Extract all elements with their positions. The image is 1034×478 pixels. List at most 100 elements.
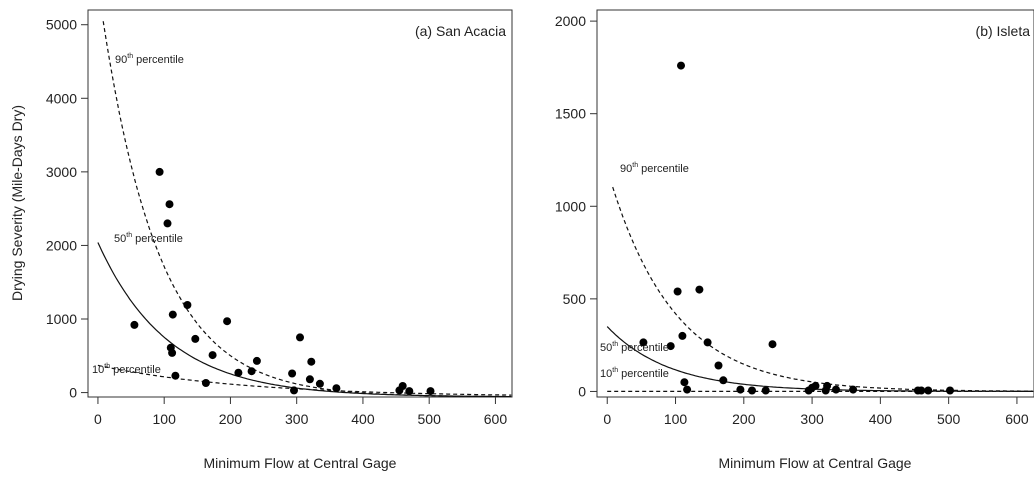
- y-tick-label: 0: [69, 385, 77, 401]
- x-tick-label: 300: [285, 411, 309, 427]
- x-tick-label: 500: [937, 411, 961, 427]
- data-point: [683, 385, 692, 394]
- data-point: [677, 61, 685, 70]
- data-point: [315, 379, 324, 388]
- data-point: [678, 331, 687, 340]
- x-tick-label: 0: [94, 411, 102, 427]
- y-tick-label: 2000: [555, 13, 586, 29]
- data-point: [695, 285, 704, 294]
- data-point: [736, 385, 745, 394]
- plot-frame: [596, 9, 1034, 398]
- x-tick-label: 600: [484, 411, 508, 427]
- data-point: [832, 385, 840, 394]
- data-point: [946, 386, 954, 395]
- data-point: [924, 386, 933, 395]
- curve-label: 10th percentile: [92, 363, 161, 376]
- x-tick-label: 300: [800, 411, 824, 427]
- x-axis-label: Minimum Flow at Central Gage: [719, 455, 912, 471]
- data-point: [748, 386, 756, 395]
- plot-frame: [87, 9, 513, 398]
- curve-label: 90th percentile: [115, 53, 184, 66]
- curve-label: 50th percentile: [600, 341, 669, 354]
- data-point: [234, 368, 243, 377]
- data-point: [768, 340, 777, 349]
- data-point: [823, 381, 832, 390]
- y-axis-ticks: 0 500 1000 1500 2000: [555, 13, 597, 399]
- data-point: [811, 381, 820, 390]
- data-point: [849, 385, 858, 394]
- panel-label: (b) Isleta: [976, 23, 1031, 39]
- y-tick-label: 1000: [46, 311, 77, 327]
- x-tick-label: 400: [351, 411, 375, 427]
- data-point: [165, 200, 174, 209]
- data-point: [666, 342, 675, 351]
- curve-label: 50th percentile: [114, 232, 183, 245]
- data-point: [171, 371, 180, 380]
- data-point: [673, 287, 682, 296]
- data-point: [296, 333, 304, 342]
- data-point: [208, 351, 217, 360]
- data-point: [168, 310, 177, 319]
- data-point: [252, 356, 261, 365]
- curve-labels: 90th percentile 50th percentile 10th perce…: [92, 53, 184, 376]
- curve-label: 90th percentile: [620, 162, 689, 175]
- y-tick-label: 4000: [46, 90, 77, 106]
- data-point: [130, 320, 139, 329]
- data-point: [917, 386, 926, 395]
- data-point: [163, 219, 172, 228]
- data-point: [201, 379, 210, 387]
- data-point: [398, 382, 407, 390]
- x-axis-label: Minimum Flow at Central Gage: [204, 455, 397, 471]
- data-point: [703, 338, 712, 347]
- percentile-curve: [612, 186, 1033, 392]
- data-point: [719, 376, 728, 385]
- y-tick-label: 1000: [555, 198, 586, 214]
- data-point: [761, 386, 770, 395]
- y-tick-label: 5000: [46, 17, 77, 33]
- data-point: [714, 361, 723, 370]
- data-point: [332, 384, 341, 393]
- data-point: [680, 378, 689, 387]
- percentile-curve: [97, 242, 512, 397]
- data-point: [288, 369, 297, 378]
- panel-isleta: 0 100 200 300 400 500 600 0 500 1000 1500 2000 90t…: [555, 9, 1034, 471]
- percentile-curves: [606, 186, 1034, 392]
- y-tick-label: 1500: [555, 106, 586, 122]
- percentile-curves: [97, 21, 512, 397]
- data-point: [639, 338, 648, 347]
- x-tick-label: 0: [603, 411, 611, 427]
- x-tick-label: 400: [869, 411, 893, 427]
- data-point: [168, 348, 177, 357]
- data-point: [305, 375, 314, 384]
- data-point: [223, 317, 232, 326]
- data-point: [307, 357, 316, 366]
- data-point: [290, 386, 298, 395]
- y-axis-ticks: 0 1000 2000 3000 4000 5000: [46, 17, 88, 401]
- x-tick-label: 600: [1005, 411, 1029, 427]
- data-points: [130, 167, 435, 396]
- x-tick-label: 100: [153, 411, 177, 427]
- x-tick-label: 200: [732, 411, 756, 427]
- data-points: [639, 61, 954, 395]
- data-point: [155, 167, 164, 176]
- percentile-curve: [606, 326, 1034, 392]
- x-tick-label: 100: [664, 411, 688, 427]
- curve-labels: 90th percentile 50th percentile 10th perce…: [600, 162, 689, 380]
- x-tick-label: 500: [418, 411, 442, 427]
- data-point: [426, 387, 435, 396]
- y-tick-label: 2000: [46, 237, 77, 253]
- x-axis-ticks: 0 100 200 300 400 500 600: [603, 397, 1029, 427]
- percentile-curve: [97, 364, 512, 396]
- data-point: [405, 387, 414, 396]
- y-tick-label: 3000: [46, 164, 77, 180]
- data-point: [191, 334, 200, 343]
- percentile-curve: [102, 21, 511, 397]
- panel-san-acacia: 0 100 200 300 400 500 600 0 1000 2000 3000 4000 500…: [9, 9, 513, 471]
- y-tick-label: 500: [563, 291, 587, 307]
- y-tick-label: 0: [578, 383, 586, 399]
- panel-label: (a) San Acacia: [415, 23, 506, 39]
- curve-label: 10th percentile: [600, 367, 669, 380]
- data-point: [247, 367, 256, 376]
- x-axis-ticks: 0 100 200 300 400 500 600: [94, 397, 507, 427]
